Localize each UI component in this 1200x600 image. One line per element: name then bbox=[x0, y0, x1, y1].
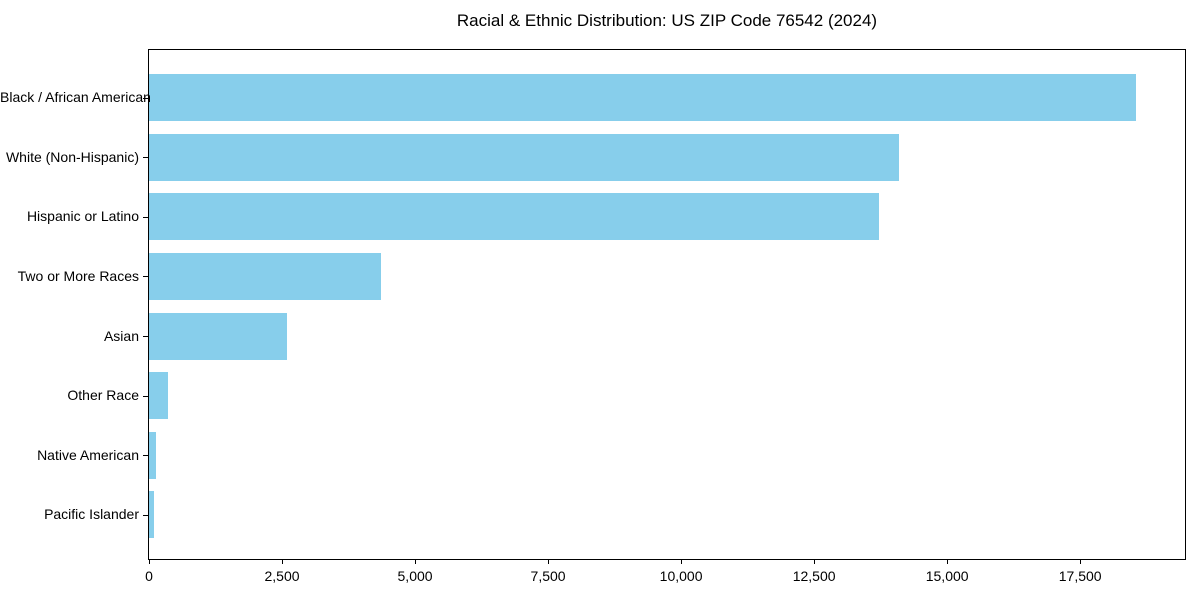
y-tick-label-other-race: Other Race bbox=[67, 387, 139, 404]
x-tick-label-10000: 10,000 bbox=[659, 568, 703, 584]
x-tick-mark bbox=[414, 559, 416, 564]
x-tick-label-0: 0 bbox=[145, 568, 153, 584]
plot-area: 0 2,500 5,000 7,500 10,000 12,500 15,000 17,500 bbox=[143, 49, 1186, 584]
x-tick-mark bbox=[813, 559, 815, 564]
y-tick-label-two-or-more-races: Two or More Races bbox=[17, 267, 139, 284]
y-tick-label-native-american: Native American bbox=[37, 446, 139, 463]
x-tick-mark bbox=[547, 559, 549, 564]
x-tick-label-5000: 5,000 bbox=[397, 568, 433, 584]
y-tick-mark bbox=[143, 336, 148, 338]
y-tick-label-hispanic-or-latino: Hispanic or Latino bbox=[26, 208, 139, 225]
x-tick-mark bbox=[148, 559, 150, 564]
y-tick-mark bbox=[143, 97, 148, 99]
y-tick-mark bbox=[143, 157, 148, 159]
y-tick-label-white-non-hispanic: White (Non-Hispanic) bbox=[5, 148, 139, 165]
bar-black-african-american bbox=[149, 74, 1136, 121]
y-tick-mark bbox=[143, 455, 148, 457]
y-tick-label-pacific-islander: Pacific Islander bbox=[44, 506, 139, 523]
bar-white-non-hispanic bbox=[149, 133, 900, 181]
x-tick-label-15000: 15,000 bbox=[925, 568, 969, 584]
bar-other-race bbox=[149, 372, 169, 420]
bar-pacific-islander bbox=[149, 491, 155, 539]
x-tick-label-2500: 2,500 bbox=[264, 568, 300, 584]
bar-native-american bbox=[149, 431, 157, 479]
x-tick-label-7500: 7,500 bbox=[530, 568, 566, 584]
bar-hispanic-or-latino bbox=[149, 193, 880, 241]
x-tick-mark bbox=[281, 559, 283, 564]
x-tick-mark bbox=[1079, 559, 1081, 564]
chart-title: Racial & Ethnic Distribution: US ZIP Cod… bbox=[456, 11, 878, 30]
y-tick-label-asian: Asian bbox=[103, 327, 139, 344]
bar-asian bbox=[149, 312, 287, 360]
bar-two-or-more-races bbox=[149, 252, 381, 300]
y-tick-mark bbox=[143, 395, 148, 397]
x-tick-label-17500: 17,500 bbox=[1058, 568, 1102, 584]
y-tick-mark bbox=[143, 276, 148, 278]
x-tick-mark bbox=[946, 559, 948, 564]
y-tick-mark bbox=[143, 514, 148, 516]
x-tick-label-12500: 12,500 bbox=[792, 568, 836, 584]
x-tick-mark bbox=[680, 559, 682, 564]
y-tick-mark bbox=[143, 216, 148, 218]
y-tick-label-black-african-american: Black / African American bbox=[0, 89, 151, 105]
